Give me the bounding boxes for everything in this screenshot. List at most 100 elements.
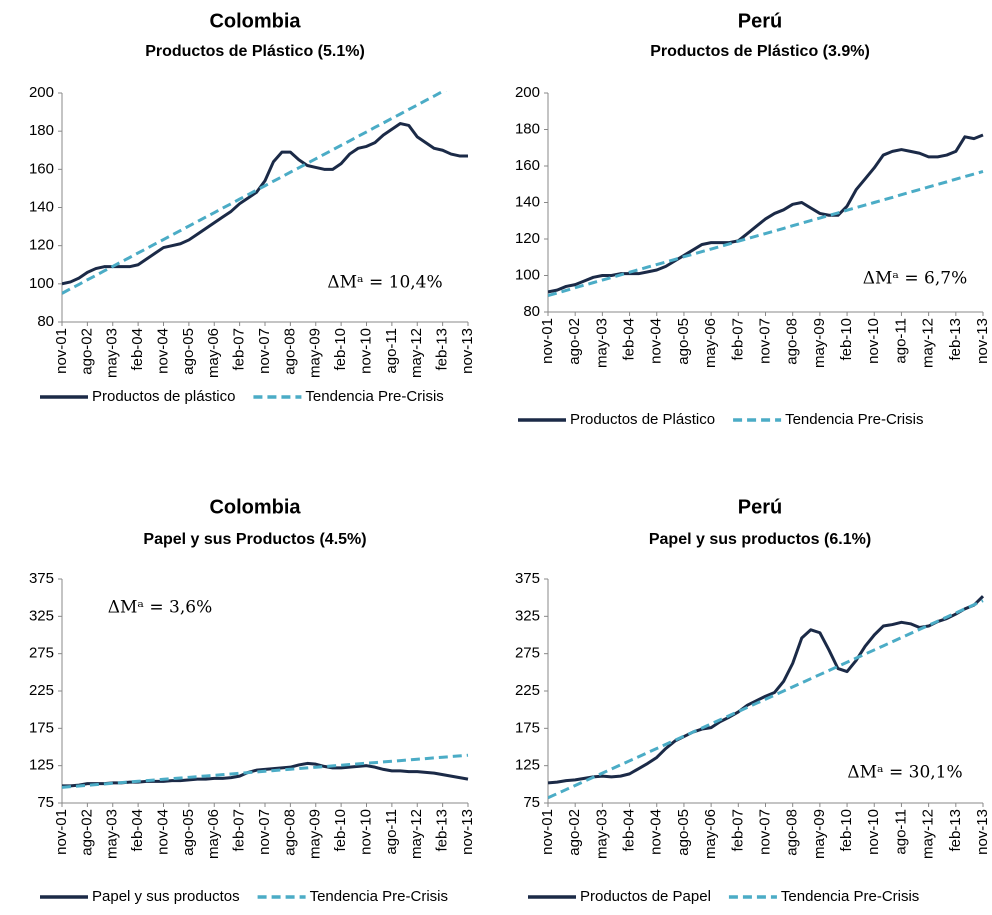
x-tick-label: feb-10 <box>838 809 855 852</box>
x-tick-label: ago-11 <box>383 328 400 374</box>
x-tick-label: nov-10 <box>865 809 882 855</box>
x-tick-label: may-12 <box>920 318 937 368</box>
x-tick-label: ago-05 <box>675 318 692 365</box>
y-tick-label: 180 <box>29 122 54 139</box>
x-tick-label: ago-05 <box>675 809 692 856</box>
series-line <box>548 170 984 298</box>
x-tick-label: feb-10 <box>838 318 855 361</box>
x-tick-label: ago-08 <box>281 809 298 856</box>
x-tick-label: feb-07 <box>231 328 248 371</box>
legend-label: Tendencia Pre-Crisis <box>781 888 919 905</box>
x-tick-label: feb-04 <box>129 809 146 852</box>
x-tick-label: nov-10 <box>865 318 882 364</box>
y-tick-label: 140 <box>29 198 54 215</box>
x-tick-label: ago-11 <box>892 809 909 855</box>
x-tick-label: nov-10 <box>357 809 374 855</box>
annotation: ΔMᵃ = 6,7% <box>863 269 967 289</box>
y-tick-label: 275 <box>29 645 54 662</box>
x-tick-label: ago-02 <box>78 328 95 375</box>
x-tick-label: feb-13 <box>947 318 964 361</box>
y-tick-label: 200 <box>515 84 540 101</box>
x-tick-label: feb-04 <box>621 318 638 361</box>
legend-label: Productos de plástico <box>92 388 235 405</box>
x-tick-label: may-06 <box>205 328 222 378</box>
x-tick-label: may-03 <box>104 328 121 378</box>
chart-title: Perú <box>738 10 782 32</box>
chart-subtitle: Papel y sus Productos (4.5%) <box>143 531 366 548</box>
x-tick-label: nov-13 <box>974 809 991 855</box>
x-tick-label: may-09 <box>811 318 828 368</box>
x-tick-label: feb-07 <box>231 809 248 852</box>
x-tick-label: nov-04 <box>648 809 665 855</box>
series-line <box>62 91 447 295</box>
y-tick-label: 375 <box>29 570 54 587</box>
chart-subtitle: Papel y sus productos (6.1%) <box>649 531 871 548</box>
y-tick-label: 75 <box>523 794 540 811</box>
y-tick-label: 200 <box>29 84 54 101</box>
y-tick-label: 225 <box>29 682 54 699</box>
y-tick-label: 325 <box>29 607 54 624</box>
y-tick-label: 160 <box>515 157 540 174</box>
x-tick-label: nov-01 <box>53 809 70 855</box>
y-tick-label: 80 <box>523 303 540 320</box>
x-tick-label: may-09 <box>307 328 324 378</box>
x-tick-label: ago-05 <box>180 328 197 375</box>
y-tick-label: 325 <box>515 607 540 624</box>
x-tick-label: nov-13 <box>974 318 991 364</box>
y-tick-label: 225 <box>515 682 540 699</box>
legend-label: Tendencia Pre-Crisis <box>785 411 923 428</box>
x-tick-label: ago-02 <box>566 318 583 365</box>
x-tick-label: feb-13 <box>434 328 451 371</box>
x-tick-label: nov-10 <box>357 328 374 374</box>
x-tick-label: nov-04 <box>648 318 665 364</box>
x-tick-label: feb-10 <box>332 328 349 371</box>
annotation: ΔMᵃ = 3,6% <box>108 598 212 618</box>
annotation: ΔMᵃ = 30,1% <box>847 763 962 783</box>
y-tick-label: 120 <box>515 230 540 247</box>
y-tick-label: 125 <box>515 757 540 774</box>
x-tick-label: may-06 <box>702 318 719 368</box>
series-line <box>62 761 469 788</box>
x-tick-label: nov-07 <box>756 318 773 364</box>
x-tick-label: feb-04 <box>621 809 638 852</box>
y-tick-label: 175 <box>29 719 54 736</box>
series-line <box>62 122 468 286</box>
x-tick-label: ago-02 <box>78 809 95 856</box>
x-tick-label: feb-10 <box>332 809 349 852</box>
x-tick-label: may-06 <box>702 809 719 859</box>
chart-subtitle: Productos de Plástico (3.9%) <box>650 43 870 60</box>
x-tick-label: nov-07 <box>256 328 273 374</box>
x-tick-label: ago-08 <box>784 809 801 856</box>
x-tick-label: nov-04 <box>154 809 171 855</box>
y-tick-label: 80 <box>37 313 54 330</box>
x-tick-label: nov-07 <box>256 809 273 855</box>
chart-title: Perú <box>738 496 782 518</box>
x-tick-label: feb-04 <box>129 328 146 371</box>
x-tick-label: nov-04 <box>154 328 171 374</box>
x-tick-label: nov-07 <box>756 809 773 855</box>
x-tick-label: may-03 <box>593 809 610 859</box>
x-tick-label: may-06 <box>205 809 222 859</box>
legend-label: Productos de Papel <box>580 888 711 905</box>
y-tick-label: 75 <box>37 794 54 811</box>
y-tick-label: 275 <box>515 645 540 662</box>
x-tick-label: ago-08 <box>784 318 801 365</box>
y-tick-label: 180 <box>515 120 540 137</box>
y-tick-label: 140 <box>515 193 540 210</box>
y-tick-label: 375 <box>515 570 540 587</box>
x-tick-label: nov-01 <box>539 318 556 364</box>
x-tick-label: feb-07 <box>729 809 746 852</box>
y-tick-label: 100 <box>29 275 54 292</box>
legend-label: Papel y sus productos <box>92 888 240 905</box>
y-tick-label: 120 <box>29 237 54 254</box>
series-line <box>548 599 984 800</box>
x-tick-label: feb-07 <box>729 318 746 361</box>
x-tick-label: may-12 <box>408 328 425 378</box>
x-tick-label: ago-02 <box>566 809 583 856</box>
x-tick-label: nov-13 <box>459 809 476 855</box>
x-tick-label: may-03 <box>593 318 610 368</box>
y-tick-label: 160 <box>29 160 54 177</box>
x-tick-label: nov-01 <box>53 328 70 374</box>
x-tick-label: nov-13 <box>459 328 476 374</box>
x-tick-label: may-09 <box>811 809 828 859</box>
